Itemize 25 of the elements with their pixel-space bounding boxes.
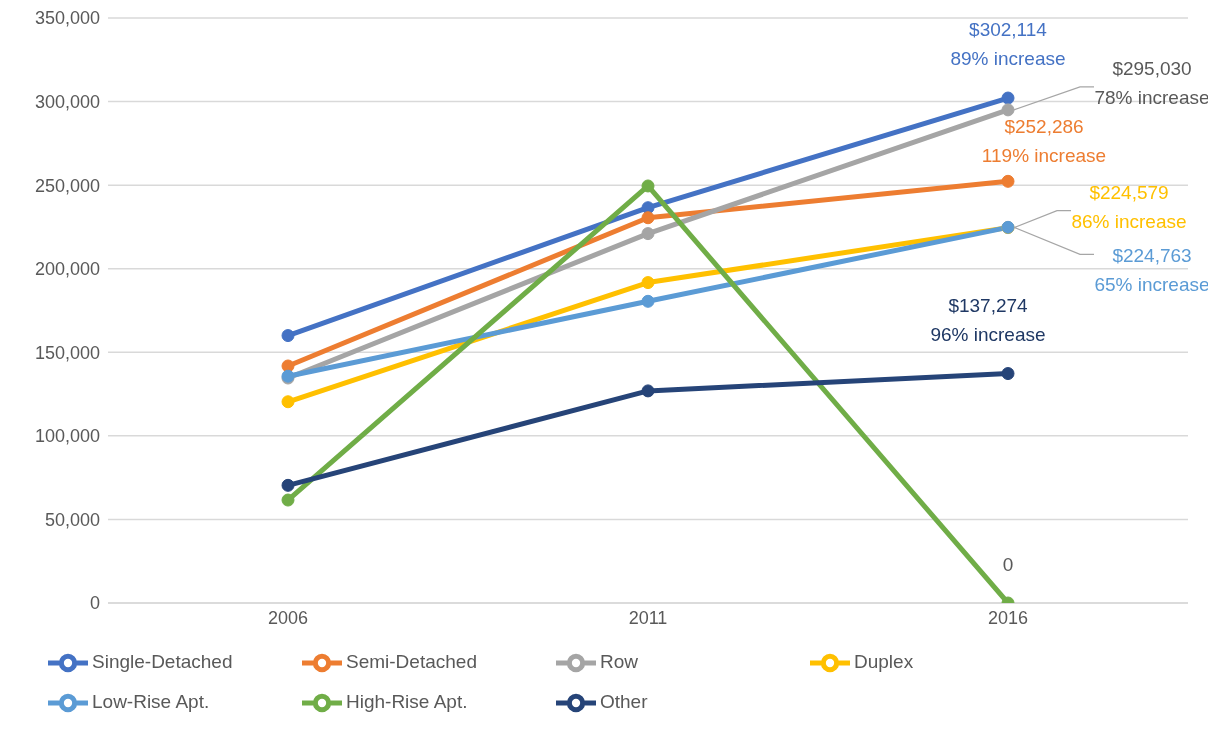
legend-label: Row (600, 651, 639, 674)
y-tick-label: 50,000 (44, 509, 100, 530)
legend-label: Semi-Detached (346, 651, 478, 674)
y-tick-label: 250,000 (34, 175, 100, 196)
y-tick-label: 150,000 (34, 342, 100, 363)
legend-label: Duplex (854, 651, 915, 674)
legend-label: Single-Detached (92, 651, 234, 674)
y-tick-label: 350,000 (34, 8, 100, 29)
x-tick-label: 2016 (987, 607, 1029, 628)
legend-label: High-Rise Apt. (346, 691, 469, 714)
legend-label: Low-Rise Apt. (92, 691, 211, 714)
data-label: $252,286 119% increase (981, 116, 1107, 167)
legend-label: Other (600, 691, 649, 714)
y-tick-label: 300,000 (34, 91, 100, 112)
data-label: $137,274 96% increase (930, 294, 1046, 345)
data-label: $302,114 89% increase (950, 19, 1066, 70)
data-label: $224,579 86% increase (1071, 181, 1187, 232)
data-label: $224,763 65% increase (1094, 245, 1210, 296)
x-tick-label: 2006 (267, 607, 309, 628)
y-tick-label: 100,000 (34, 426, 100, 447)
x-tick-label: 2011 (628, 607, 668, 628)
y-tick-label: 200,000 (34, 259, 100, 280)
data-label: $295,030 78% increase (1094, 57, 1210, 108)
y-tick-label: 0 (89, 593, 100, 614)
data-label: 0 (1002, 554, 1014, 575)
